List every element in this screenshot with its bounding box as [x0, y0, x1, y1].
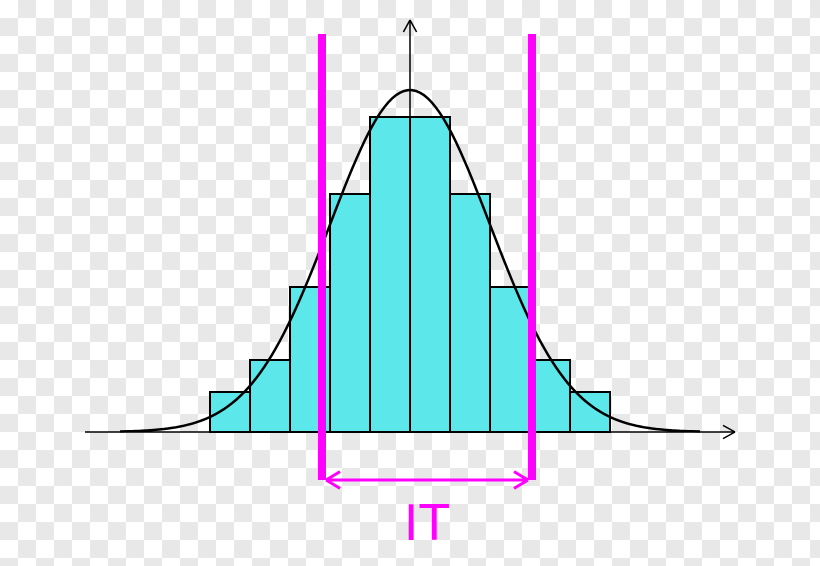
- chart-canvas: { "chart": { "type": "histogram-with-bel…: [0, 0, 820, 566]
- tolerance-label: IT: [404, 494, 450, 552]
- histogram-bar: [570, 392, 610, 432]
- distribution-chart: IT: [0, 0, 820, 566]
- histogram-bar: [370, 117, 410, 432]
- histogram-bar: [210, 392, 250, 432]
- dimension-arrow: [326, 472, 528, 489]
- histogram-bar: [410, 117, 450, 432]
- histogram-bar: [450, 194, 490, 432]
- histogram-bar: [250, 360, 290, 432]
- histogram-bar: [330, 194, 370, 432]
